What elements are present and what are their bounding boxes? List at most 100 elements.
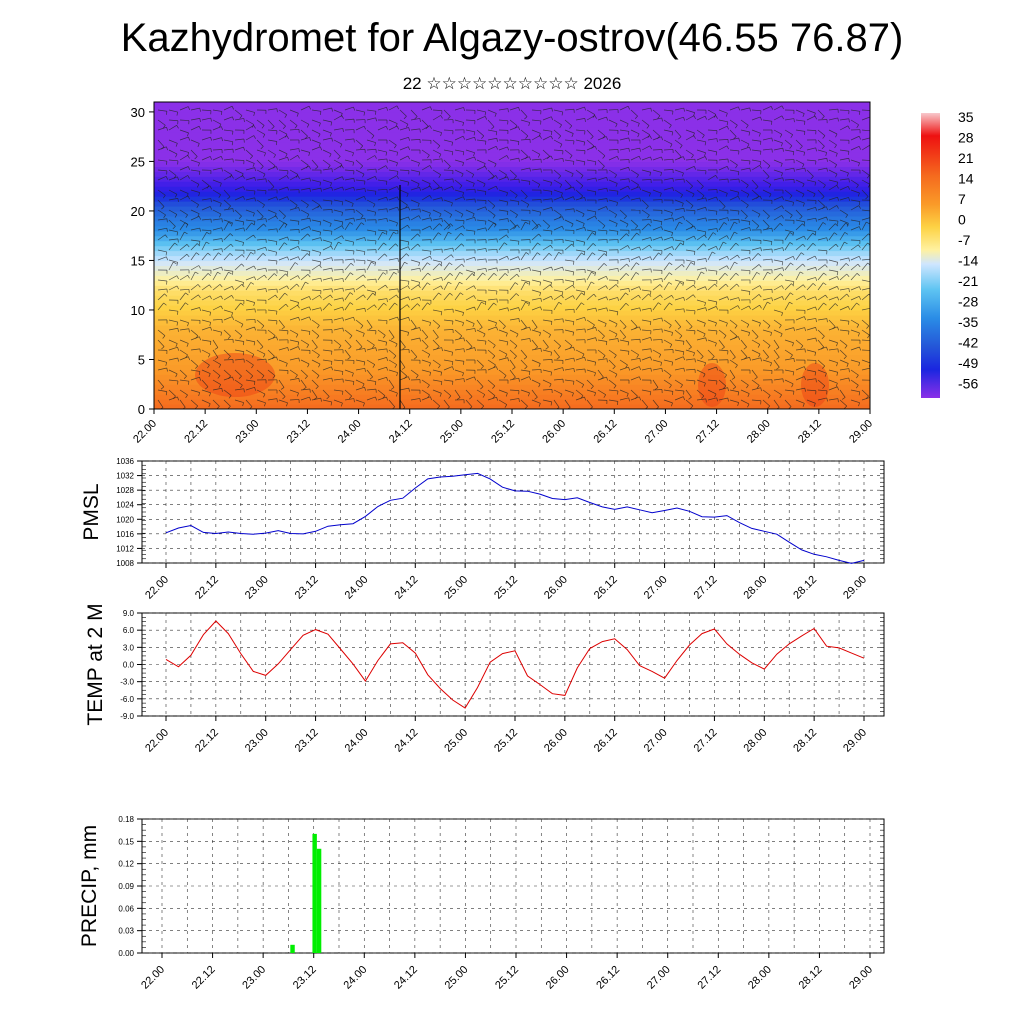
wind-barb <box>762 339 771 346</box>
wind-barb <box>179 302 186 311</box>
wind-barb-flag <box>393 231 397 235</box>
wind-barb-flag <box>800 345 804 349</box>
wind-barb <box>201 359 210 366</box>
wind-barb-flag <box>658 354 662 358</box>
wind-barb-flag <box>551 131 553 135</box>
wind-barb-flag <box>581 302 585 306</box>
wind-barb <box>245 177 255 181</box>
wind-barb <box>718 339 725 348</box>
wind-barb <box>817 157 827 161</box>
wind-barb-flag <box>459 335 463 339</box>
wind-barb-flag <box>792 202 795 206</box>
wind-barb <box>168 125 177 131</box>
wind-barb <box>696 206 706 211</box>
wind-barb-flag <box>558 345 561 349</box>
wind-barb-flag <box>309 137 311 141</box>
temperature-band <box>154 339 870 346</box>
wind-barb-flag <box>704 152 706 157</box>
wind-barb <box>619 185 629 191</box>
wind-barb-flag <box>286 135 289 140</box>
wind-barb-flag <box>668 375 672 379</box>
wind-barb-flag <box>635 272 640 275</box>
wind-barb <box>300 165 310 171</box>
wind-barb <box>465 347 475 351</box>
wind-barb <box>454 348 464 351</box>
wind-barb <box>619 288 629 291</box>
wind-barb <box>828 223 836 231</box>
wind-barb-flag <box>743 346 747 350</box>
colorbar-label: 14 <box>958 171 974 187</box>
wind-barb <box>861 258 870 261</box>
wind-barb <box>344 118 354 121</box>
wind-barb <box>355 359 365 363</box>
wind-barb-flag <box>263 353 266 358</box>
wind-barb <box>817 339 824 348</box>
wind-barb-flag <box>359 346 363 350</box>
wind-barb-flag <box>799 146 803 150</box>
wind-barb <box>718 178 728 181</box>
wind-barb <box>553 139 563 145</box>
wind-barb <box>564 169 574 174</box>
wind-barb-flag <box>561 291 564 296</box>
wind-barb <box>509 339 518 347</box>
wind-barb-flag <box>219 213 222 218</box>
wind-barb <box>289 256 299 261</box>
wind-barb-flag <box>595 308 597 312</box>
x-tick-label: 26.12 <box>592 727 620 755</box>
wind-barb-flag <box>419 187 421 191</box>
wind-barb <box>707 209 717 212</box>
wind-barb <box>674 116 684 121</box>
wind-barb <box>839 349 847 357</box>
wind-barb-flag <box>759 161 762 166</box>
wind-barb-flag <box>528 122 531 126</box>
wind-barb-flag <box>812 232 816 236</box>
wind-barb <box>729 329 738 337</box>
wind-barb <box>751 253 759 261</box>
wind-barb-flag <box>746 204 749 209</box>
wind-barb <box>762 319 771 326</box>
wind-barb-flag <box>438 174 441 178</box>
y-tick-label: 1012 <box>116 544 134 553</box>
wind-barb <box>487 219 497 225</box>
wind-barb-flag <box>461 263 465 267</box>
wind-barb-flag <box>360 325 364 329</box>
wind-barb <box>168 169 177 176</box>
wind-barb-flag <box>320 188 322 192</box>
wind-barb <box>597 369 604 378</box>
wind-barb <box>850 109 860 112</box>
wind-barb-flag <box>262 204 265 209</box>
wind-barb <box>707 138 717 141</box>
wind-barb <box>707 306 717 311</box>
wind-barb <box>817 302 824 311</box>
wind-barb <box>531 319 538 328</box>
wind-barb <box>366 292 373 301</box>
wind-barb-flag <box>725 193 728 197</box>
wind-barb-flag <box>837 117 839 122</box>
wind-barb-flag <box>230 243 234 248</box>
wind-barb <box>740 339 747 348</box>
wind-barb-flag <box>650 237 652 242</box>
wind-barb <box>652 249 663 251</box>
wind-barb <box>630 147 640 151</box>
wind-barb-flag <box>780 273 784 277</box>
wind-barb-flag <box>330 294 333 299</box>
wind-barb-flag <box>594 191 597 196</box>
wind-barb-flag <box>408 216 411 221</box>
wind-barb-flag <box>868 293 870 297</box>
wind-barb-flag <box>253 112 255 117</box>
wind-barb-flag <box>319 221 322 226</box>
wind-barb <box>784 255 794 261</box>
wind-barb-flag <box>287 186 290 191</box>
wind-barb <box>553 169 562 177</box>
wind-barb <box>542 198 552 201</box>
wind-barb-flag <box>284 242 288 246</box>
wind-barb-flag <box>396 186 400 190</box>
wind-barb <box>399 199 408 206</box>
wind-barb <box>740 249 751 251</box>
wind-barb <box>663 272 670 281</box>
wind-barb-flag <box>472 323 475 328</box>
wind-barb <box>674 178 684 181</box>
wind-barb <box>828 296 838 301</box>
wind-barb <box>399 339 406 348</box>
wind-barb <box>190 227 200 231</box>
